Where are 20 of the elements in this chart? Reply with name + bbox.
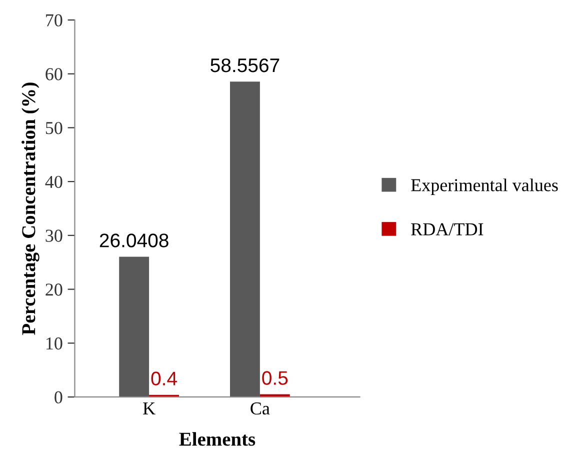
y-tick-label: 40: [45, 176, 62, 188]
legend-label: RDA/TDI: [411, 223, 484, 236]
data-label: 0.4: [151, 372, 177, 386]
bar: [230, 82, 260, 397]
y-tick-label: 60: [46, 68, 62, 80]
data-label: 58.5567: [210, 58, 280, 72]
data-label: 0.5: [262, 371, 288, 385]
x-axis-title: Elements: [179, 432, 256, 446]
x-tick-label: Ca: [250, 402, 270, 415]
y-tick-label: 70: [46, 14, 62, 26]
data-label: 26.0408: [100, 234, 168, 248]
y-tick-label: 10: [46, 337, 62, 350]
y-tick-label: 0: [54, 391, 62, 404]
y-tick-label: 30: [46, 230, 62, 242]
y-axis-title: Percentage Concentration (%): [22, 82, 40, 335]
legend-label: Experimental values: [411, 178, 558, 195]
x-tick-label: K: [143, 402, 156, 414]
y-tick-label: 50: [46, 122, 62, 134]
y-tick-label: 20: [46, 284, 62, 296]
bar: [119, 256, 150, 397]
